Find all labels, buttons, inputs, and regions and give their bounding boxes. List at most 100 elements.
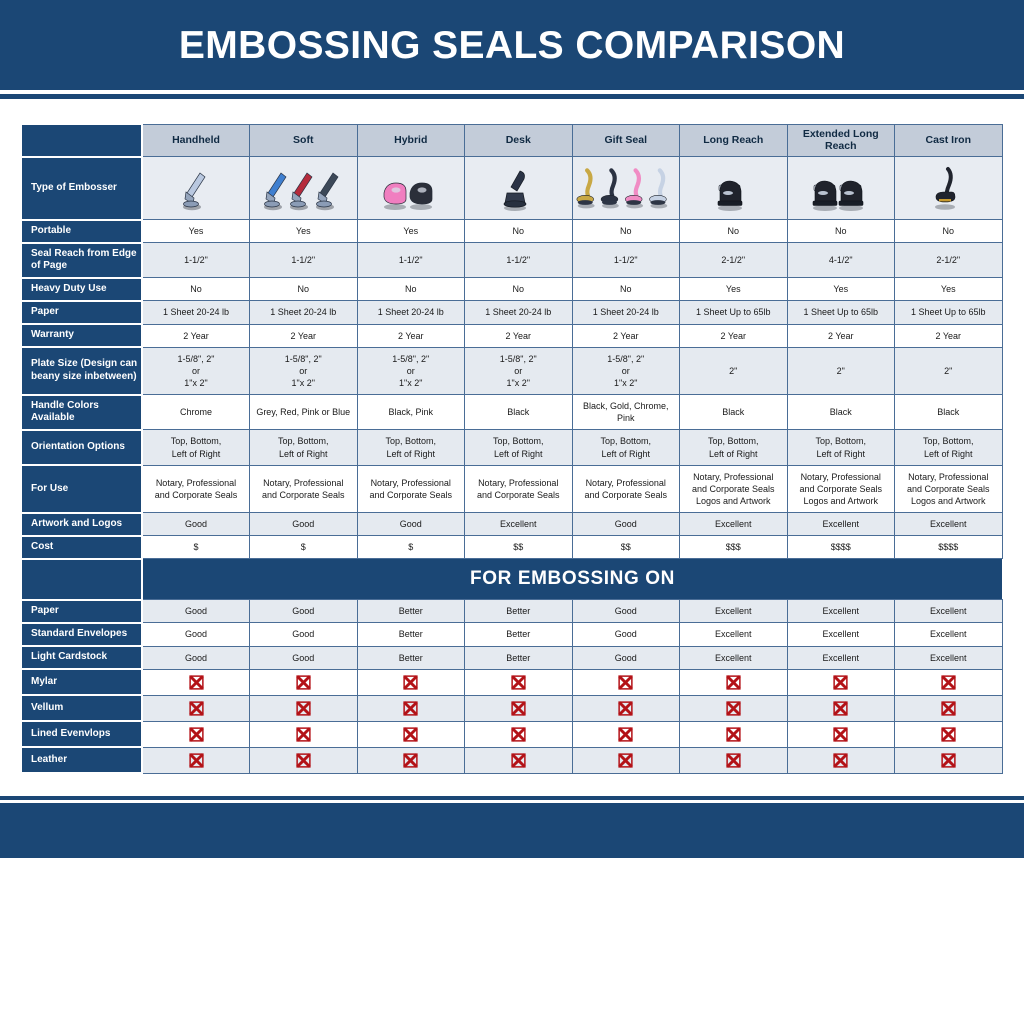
column-header-desk[interactable]: Desk bbox=[464, 123, 573, 158]
cell-mylar-handheld bbox=[141, 668, 250, 696]
cell-leather-hybrid bbox=[356, 746, 465, 774]
cell-heavy-duty-use-long-reach: Yes bbox=[679, 277, 788, 302]
cell-vellum-handheld bbox=[141, 694, 250, 722]
cell-leather-long-reach bbox=[679, 746, 788, 774]
cell-for-use-desk: Notary, Professional and Corporate Seals bbox=[464, 464, 573, 514]
cell-lined-evenvlops-handheld bbox=[141, 720, 250, 748]
cell-portable-gift-seal: No bbox=[571, 219, 680, 244]
table-row: Heavy Duty Use No No No No No Yes Yes Yes bbox=[22, 276, 1003, 302]
cell-vellum-extended-long-reach bbox=[786, 694, 895, 722]
cell-plate-size-design-can-beany-size-inbetween-hybrid: 1-5/8", 2" or 1"x 2" bbox=[356, 346, 465, 396]
cell-lined-evenvlops-cast-iron bbox=[894, 720, 1003, 748]
cell-paper-long-reach: 1 Sheet Up to 65lb bbox=[679, 300, 788, 325]
cell-vellum-long-reach bbox=[679, 694, 788, 722]
cell-cost-gift-seal: $$ bbox=[571, 535, 680, 560]
row-label-lined-evenvlops: Lined Evenvlops bbox=[22, 720, 143, 749]
cell-handle-colors-available-long-reach: Black bbox=[679, 394, 788, 431]
column-header-hybrid[interactable]: Hybrid bbox=[356, 123, 465, 158]
table-row: Artwork and Logos Good Good Good Excellent Go… bbox=[22, 511, 1003, 537]
cell-seal-reach-from-edge-of-page-handheld: 1-1/2" bbox=[141, 242, 250, 279]
cell-for-use-long-reach: Notary, Professional and Corporate Seals… bbox=[679, 464, 788, 514]
cell-cost-extended-long-reach: $$$$ bbox=[786, 535, 895, 560]
cell-orientation-options-soft: Top, Bottom, Left of Right bbox=[249, 429, 358, 466]
cell-light-cardstock-handheld: Good bbox=[141, 645, 250, 670]
x-mark-icon bbox=[295, 674, 311, 690]
cell-for-use-gift-seal: Notary, Professional and Corporate Seals bbox=[571, 464, 680, 514]
cell-type-of-embosser-desk bbox=[464, 156, 573, 221]
soft-embosser-image bbox=[252, 161, 355, 215]
row-label-paper: Paper bbox=[22, 299, 143, 326]
cell-handle-colors-available-extended-long-reach: Black bbox=[786, 394, 895, 431]
x-mark-icon bbox=[940, 726, 956, 742]
cast-iron-embosser-image bbox=[897, 161, 1000, 215]
cell-lined-evenvlops-hybrid bbox=[356, 720, 465, 748]
row-label-leather: Leather bbox=[22, 746, 143, 775]
for-embossing-on-banner: FOR EMBOSSING ON bbox=[142, 558, 1002, 600]
x-mark-icon bbox=[510, 674, 526, 690]
cell-warranty-soft: 2 Year bbox=[249, 323, 358, 348]
header-rule-gap bbox=[0, 90, 1024, 94]
x-mark-icon bbox=[295, 726, 311, 742]
cell-seal-reach-from-edge-of-page-hybrid: 1-1/2" bbox=[356, 242, 465, 279]
table-row: Type of Embosser bbox=[22, 155, 1003, 221]
row-label-vellum: Vellum bbox=[22, 694, 143, 723]
cell-light-cardstock-extended-long-reach: Excellent bbox=[786, 645, 895, 670]
column-header-gift-seal[interactable]: Gift Seal bbox=[571, 123, 680, 158]
cell-cost-handheld: $ bbox=[141, 535, 250, 560]
cell-paper-soft: 1 Sheet 20-24 lb bbox=[249, 300, 358, 325]
x-mark-icon bbox=[725, 752, 741, 768]
cell-paper-handheld: 1 Sheet 20-24 lb bbox=[141, 300, 250, 325]
cell-paper-extended-long-reach: 1 Sheet Up to 65lb bbox=[786, 300, 895, 325]
row-label-portable: Portable bbox=[22, 218, 143, 244]
cell-warranty-cast-iron: 2 Year bbox=[894, 323, 1003, 348]
cell-cost-long-reach: $$$ bbox=[679, 535, 788, 560]
cell-orientation-options-long-reach: Top, Bottom, Left of Right bbox=[679, 429, 788, 466]
x-mark-icon bbox=[403, 700, 419, 716]
x-mark-icon bbox=[833, 752, 849, 768]
column-header-handheld[interactable]: Handheld bbox=[141, 123, 250, 158]
cell-handle-colors-available-desk: Black bbox=[464, 394, 573, 431]
x-mark-icon bbox=[188, 700, 204, 716]
cell-type-of-embosser-gift-seal bbox=[571, 156, 680, 221]
table-row: For Use Notary, Professional and Corporat… bbox=[22, 464, 1003, 514]
column-header-extended-long-reach[interactable]: Extended Long Reach bbox=[786, 123, 895, 158]
cell-warranty-handheld: 2 Year bbox=[141, 323, 250, 348]
cell-portable-soft: Yes bbox=[249, 219, 358, 244]
cell-leather-extended-long-reach bbox=[786, 746, 895, 774]
cell-seal-reach-from-edge-of-page-long-reach: 2-1/2" bbox=[679, 242, 788, 279]
banner-spacer-cell bbox=[22, 558, 143, 600]
comparison-table-wrapper: Handheld Soft Hybrid Desk Gift Seal Long Reac… bbox=[0, 123, 1024, 775]
cell-paper-extended-long-reach: Excellent bbox=[786, 599, 895, 624]
cell-warranty-long-reach: 2 Year bbox=[679, 323, 788, 348]
x-mark-icon bbox=[403, 752, 419, 768]
cell-paper-cast-iron: Excellent bbox=[894, 599, 1003, 624]
column-header-row: Handheld Soft Hybrid Desk Gift Seal Long Reac… bbox=[22, 123, 1003, 158]
column-header-cast-iron[interactable]: Cast Iron bbox=[894, 123, 1003, 158]
cell-standard-envelopes-cast-iron: Excellent bbox=[894, 622, 1003, 647]
cell-mylar-extended-long-reach bbox=[786, 668, 895, 696]
cell-light-cardstock-gift-seal: Good bbox=[571, 645, 680, 670]
table-row: Plate Size (Design can beany size inbetw… bbox=[22, 346, 1003, 396]
table-body-embossing: Paper Good Good Better Better Good Excellent Ex… bbox=[22, 598, 1003, 775]
cell-portable-long-reach: No bbox=[679, 219, 788, 244]
x-mark-icon bbox=[403, 726, 419, 742]
cell-warranty-extended-long-reach: 2 Year bbox=[786, 323, 895, 348]
cell-paper-long-reach: Excellent bbox=[679, 599, 788, 624]
column-header-soft[interactable]: Soft bbox=[249, 123, 358, 158]
cell-paper-gift-seal: 1 Sheet 20-24 lb bbox=[571, 300, 680, 325]
cell-mylar-desk bbox=[464, 668, 573, 696]
handheld-embosser-image bbox=[145, 161, 247, 215]
table-row: Orientation Options Top, Bottom, Left of … bbox=[22, 428, 1003, 467]
x-mark-icon bbox=[510, 752, 526, 768]
table-row: Paper Good Good Better Better Good Excellent Ex… bbox=[22, 598, 1003, 624]
cell-artwork-and-logos-long-reach: Excellent bbox=[679, 512, 788, 537]
cell-seal-reach-from-edge-of-page-extended-long-reach: 4-1/2" bbox=[786, 242, 895, 279]
cell-orientation-options-desk: Top, Bottom, Left of Right bbox=[464, 429, 573, 466]
column-header-long-reach[interactable]: Long Reach bbox=[679, 123, 788, 158]
x-mark-icon bbox=[725, 674, 741, 690]
cell-portable-cast-iron: No bbox=[894, 219, 1003, 244]
row-label-warranty: Warranty bbox=[22, 323, 143, 349]
table-body-specs: Type of Embosser Portable Yes Yes Yes No No No N… bbox=[22, 155, 1003, 560]
cell-lined-evenvlops-extended-long-reach bbox=[786, 720, 895, 748]
cell-standard-envelopes-gift-seal: Good bbox=[571, 622, 680, 647]
